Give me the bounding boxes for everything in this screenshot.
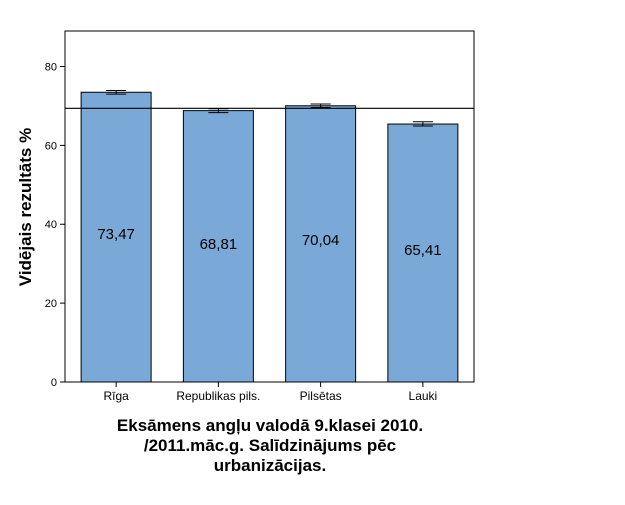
y-axis-label: Vidējais rezultāts %	[16, 128, 35, 286]
bar	[80, 91, 152, 383]
x-tick-label: Rīga	[103, 389, 129, 403]
bar-value-label: 70,04	[302, 232, 340, 249]
chart-title: Eksāmens angļu valodā 9.klasei 2010. /20…	[40, 416, 500, 476]
bar-value-label: 73,47	[97, 226, 135, 243]
bar	[387, 123, 459, 383]
chart-title-line-1: Eksāmens angļu valodā 9.klasei 2010.	[116, 416, 424, 435]
y-tick-label: 0	[51, 377, 57, 389]
value-labels-layer: 73,47 68,81 70,04 65,41	[97, 226, 441, 259]
y-tick-label: 60	[45, 140, 57, 152]
bar-value-label: 68,81	[200, 236, 238, 253]
x-tick-label: Republikas pils.	[176, 389, 260, 403]
bar-value-label: 65,41	[404, 242, 442, 259]
y-tick-label: 20	[45, 298, 57, 310]
x-tick-label: Pilsētas	[300, 389, 342, 403]
bar	[182, 110, 254, 383]
bars-layer	[80, 91, 459, 383]
plot-frame-layer	[64, 30, 475, 383]
axis-layer: Rīga Republikas pils. Pilsētas Lauki 0 20 40 60…	[45, 61, 437, 403]
chart-title-line-2: /2011.māc.g. Salīdzinājums pēc	[143, 436, 397, 455]
y-tick-label: 80	[45, 61, 57, 73]
y-tick-label: 40	[45, 219, 57, 231]
chart-title-line-3: urbanizācijas.	[213, 456, 327, 475]
x-tick-label: Lauki	[409, 389, 438, 403]
plot-frame	[64, 30, 475, 383]
